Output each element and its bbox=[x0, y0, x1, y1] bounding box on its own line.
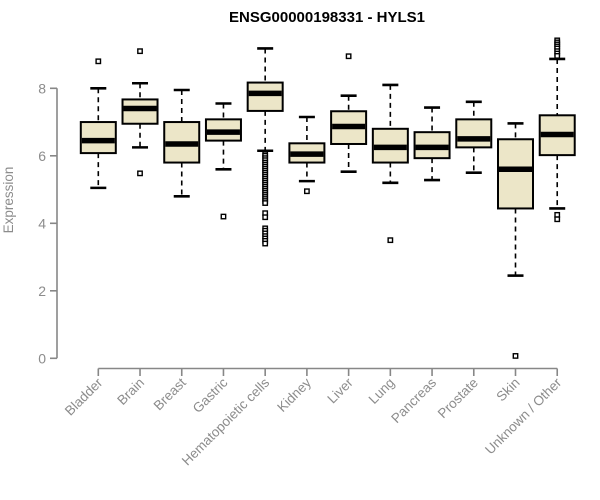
y-axis-label: Expression bbox=[1, 167, 16, 234]
x-tick-label-skin: Skin bbox=[493, 375, 522, 404]
iqr-box bbox=[246, 81, 284, 112]
box-kidney bbox=[288, 115, 326, 195]
x-tick-label-unknown-other: Unknown / Other bbox=[482, 375, 565, 458]
x-tick-label-prostate: Prostate bbox=[435, 375, 481, 421]
box-prostate bbox=[455, 100, 493, 174]
x-tick-label-breast: Breast bbox=[151, 375, 189, 413]
iqr-box bbox=[79, 121, 117, 155]
outlier-point bbox=[137, 48, 143, 55]
box-brain bbox=[121, 48, 159, 177]
box-lung bbox=[371, 83, 409, 244]
x-tick-label-pancreas: Pancreas bbox=[388, 375, 439, 426]
iqr-box bbox=[121, 98, 159, 125]
outlier-point bbox=[554, 216, 561, 223]
outlier-point bbox=[554, 53, 561, 59]
box-bladder bbox=[79, 58, 117, 190]
x-tick-label-liver: Liver bbox=[324, 375, 356, 407]
box-gastric bbox=[204, 102, 242, 220]
y-tick-label: 4 bbox=[38, 215, 46, 231]
outlier-point bbox=[262, 240, 269, 247]
x-tick-label-gastric: Gastric bbox=[190, 375, 231, 416]
x-tick-label-lung: Lung bbox=[366, 375, 398, 407]
box-skin bbox=[497, 122, 534, 359]
outlier-point bbox=[262, 214, 269, 221]
box-series bbox=[79, 37, 576, 359]
outlier-point bbox=[95, 58, 102, 65]
y-tick-label: 6 bbox=[38, 148, 46, 164]
outlier-point bbox=[137, 170, 143, 177]
outlier-point bbox=[220, 213, 227, 220]
outlier-point bbox=[387, 237, 394, 244]
x-tick-label-brain: Brain bbox=[114, 375, 147, 408]
box-liver bbox=[330, 53, 368, 173]
chart-title: ENSG00000198331 - HYLS1 bbox=[229, 9, 425, 26]
y-tick-label: 2 bbox=[38, 283, 46, 299]
iqr-box bbox=[497, 138, 534, 210]
box-breast bbox=[163, 88, 201, 198]
x-tick-label-kidney: Kidney bbox=[274, 375, 314, 415]
outlier-point bbox=[262, 200, 269, 206]
y-tick-label: 0 bbox=[38, 350, 46, 366]
outlier-point bbox=[512, 353, 519, 359]
box-pancreas bbox=[413, 106, 451, 182]
box-hematopoietic-cells bbox=[246, 47, 284, 247]
y-tick-label: 8 bbox=[38, 80, 46, 96]
outlier-point bbox=[304, 188, 310, 195]
x-tick-label-bladder: Bladder bbox=[62, 375, 106, 419]
iqr-box bbox=[455, 118, 493, 149]
box-unknown-other bbox=[538, 37, 576, 223]
outlier-point bbox=[345, 53, 352, 60]
